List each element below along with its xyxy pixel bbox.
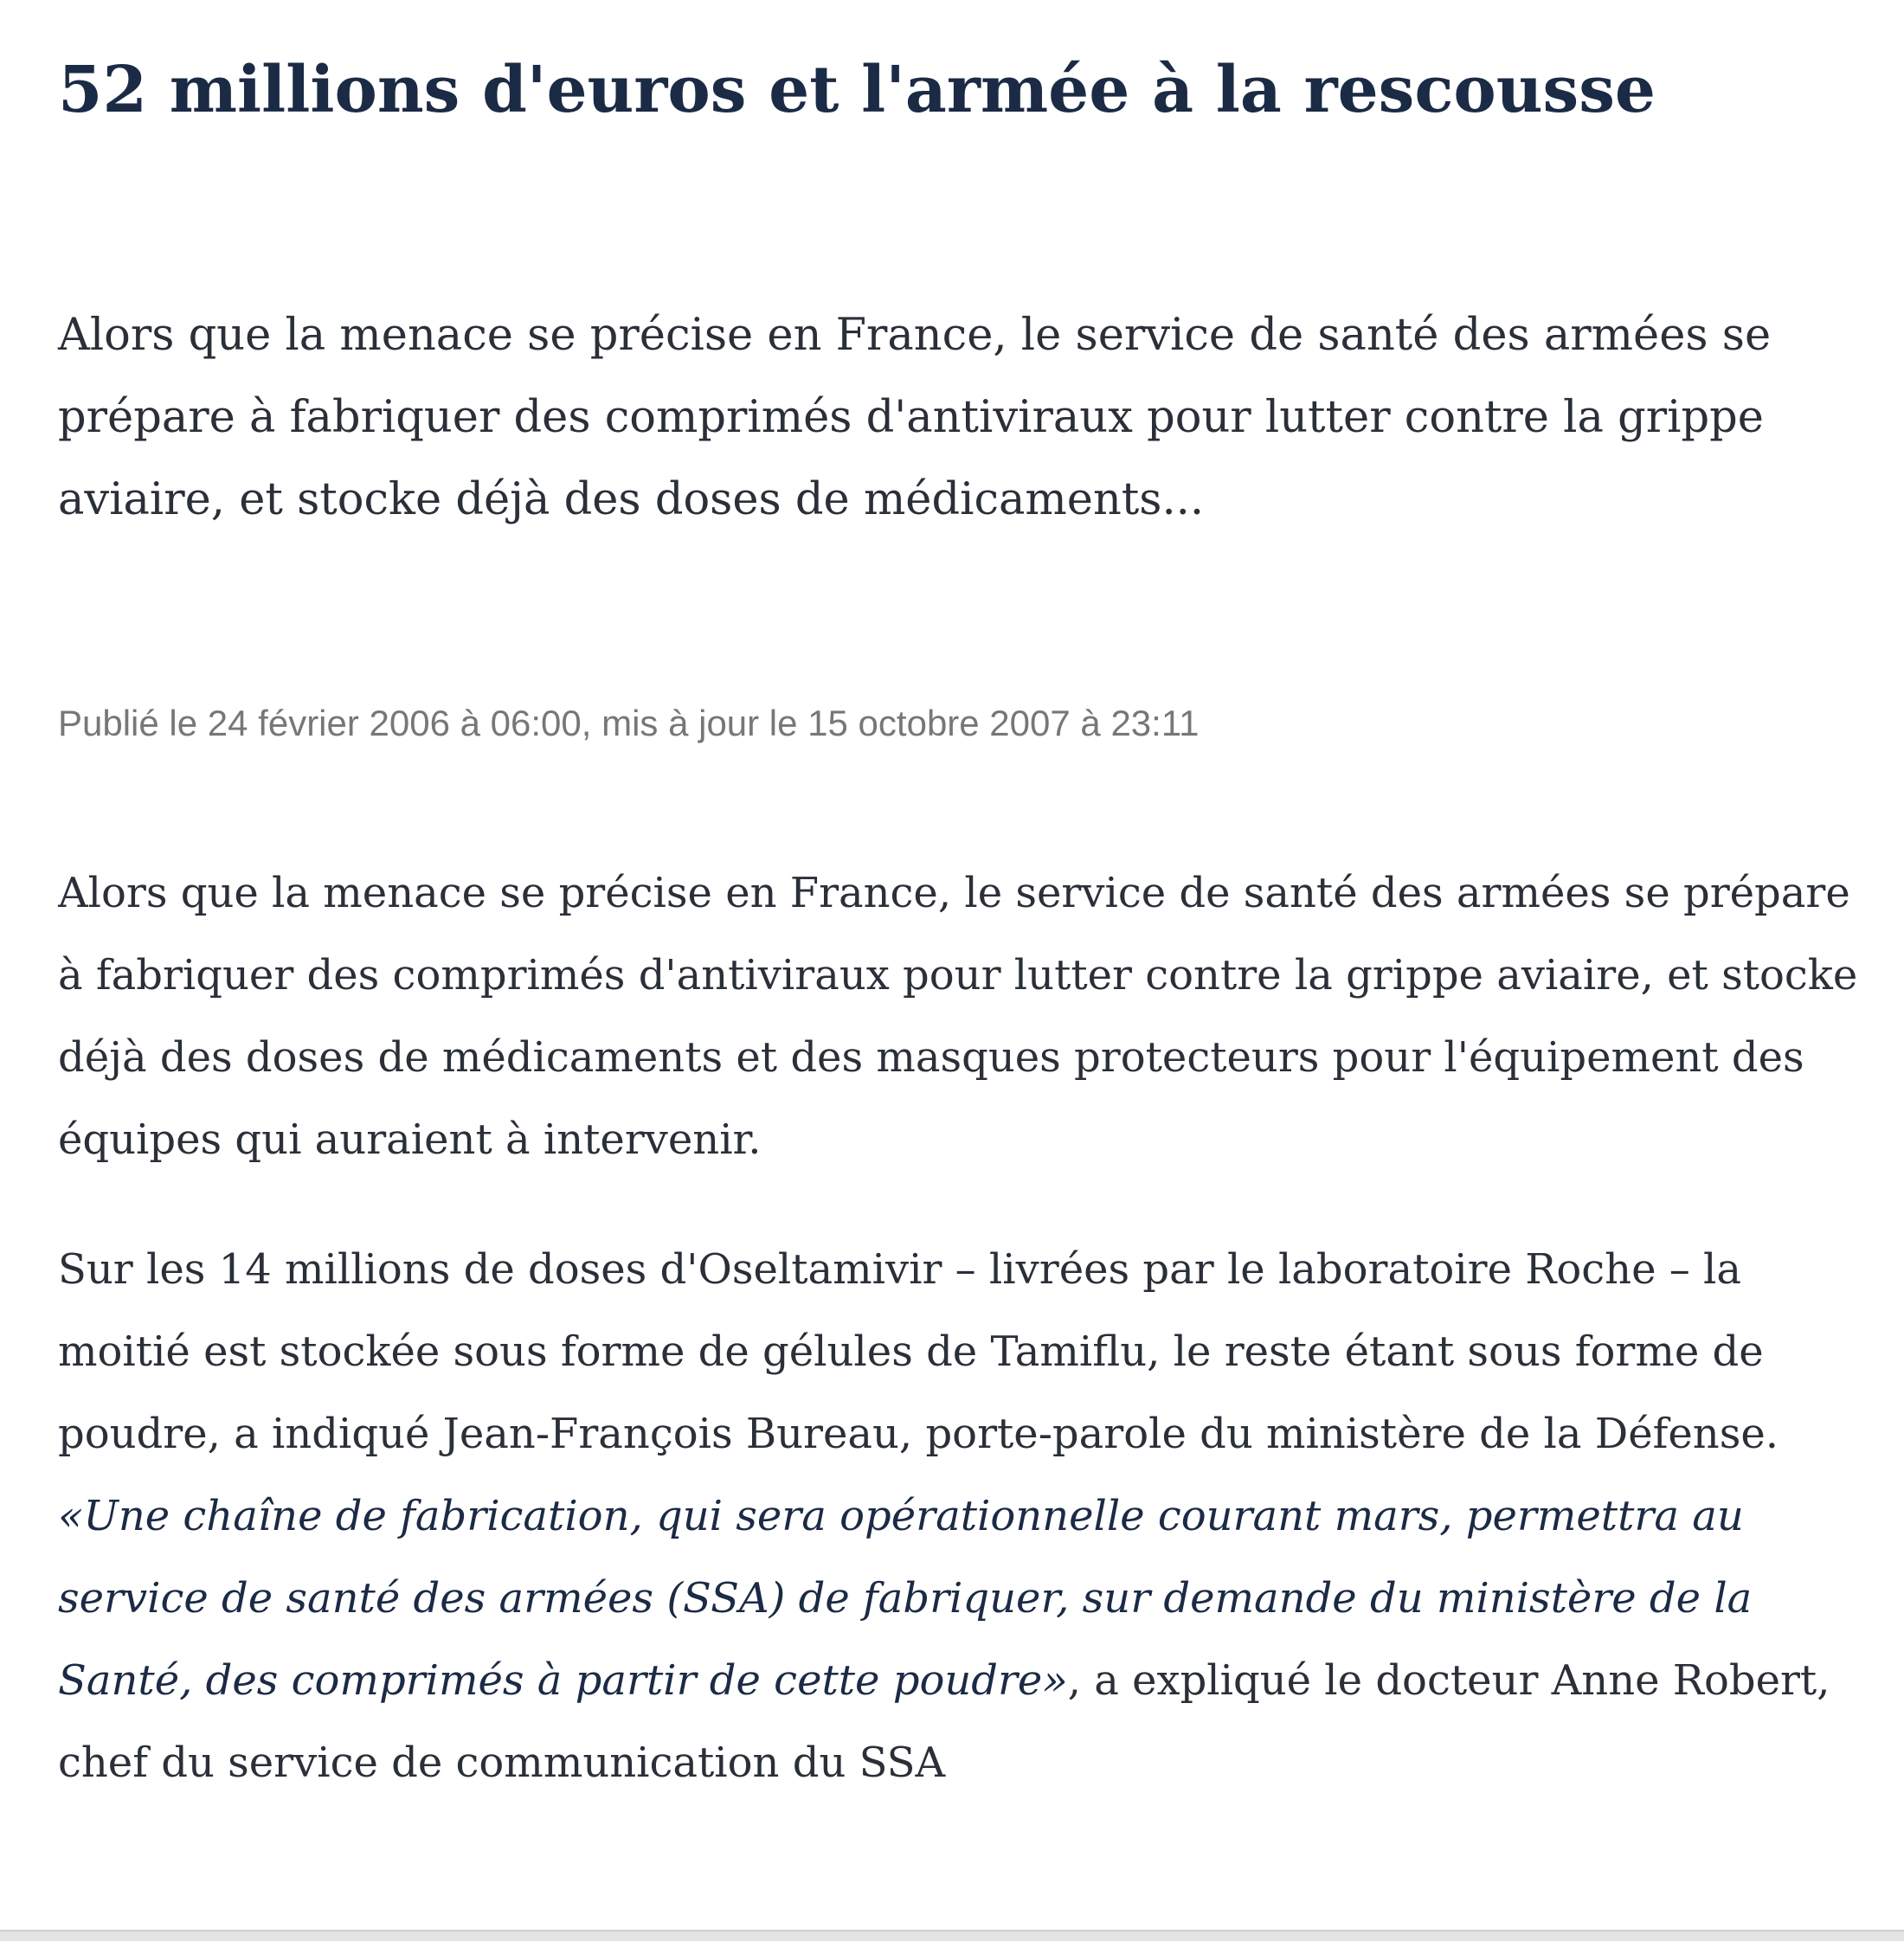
body-paragraph: Alors que la menace se précise en France… — [58, 869, 1858, 1164]
paragraph-text: Sur les 14 millions de doses d'Oseltamiv… — [58, 1245, 1779, 1458]
body-paragraph: Sur les 14 millions de doses d'Oseltamiv… — [58, 1229, 1867, 1804]
article-title: 52 millions d'euros et l'armée à la resc… — [58, 53, 1656, 127]
paragraph-text: , a expliqué le docteur Anne Robert, che… — [58, 1656, 1830, 1787]
article-body: Alors que la menace se précise en France… — [58, 852, 1867, 1930]
article-lead: Alors que la menace se précise en France… — [58, 310, 1772, 525]
horizontal-scrollbar[interactable] — [0, 1930, 1904, 1941]
publication-date: Publié le 24 février 2006 à 06:00, mis à… — [58, 703, 1200, 743]
quote: «Une chaîne de fabrication, qui sera opé… — [58, 1492, 1753, 1705]
